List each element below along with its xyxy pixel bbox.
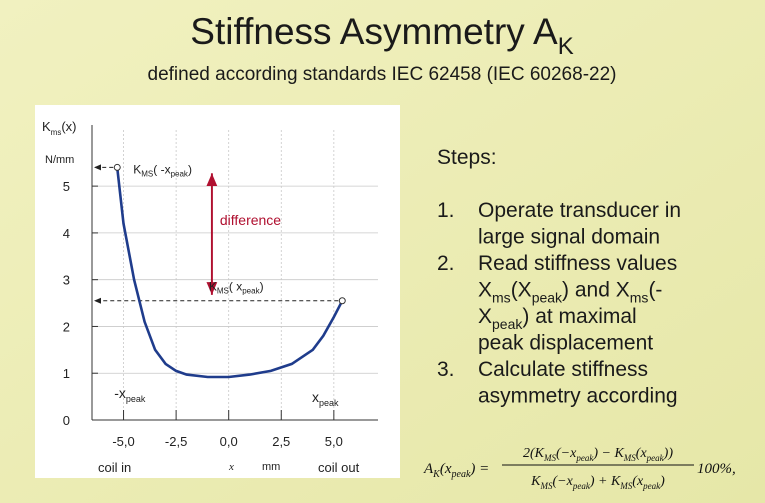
x-tick-label: 0,0 xyxy=(220,434,238,449)
y-tick-label: 2 xyxy=(63,319,70,334)
step-text: asymmetry according xyxy=(478,385,678,408)
formula-suffix: 100%, xyxy=(697,461,736,477)
formula-denominator: KMS(−xpeak) + KMS(xpeak) xyxy=(530,474,665,491)
subscript: peak xyxy=(319,398,339,408)
subscript: peak xyxy=(642,481,661,491)
subscript: MS xyxy=(619,481,632,491)
text-part: ) at maximal xyxy=(522,305,636,328)
text-part: K xyxy=(209,280,217,294)
subscript: peak xyxy=(126,394,146,404)
text-part: ) + K xyxy=(589,474,621,489)
text-part: x xyxy=(312,389,319,405)
subtitle: defined according standards IEC 62458 (I… xyxy=(148,64,617,85)
x-tick-label: 5,0 xyxy=(325,434,343,449)
annotation: KMS( -xpeak) xyxy=(133,162,192,178)
annotation: -xpeak xyxy=(114,385,146,404)
subscript: peak xyxy=(242,287,260,296)
y-tick-label: 1 xyxy=(63,366,70,381)
subscript: MS xyxy=(540,481,553,491)
formula-lhs: AK(xpeak) = xyxy=(423,461,489,480)
subscript: K xyxy=(432,469,441,480)
annotation: xpeak xyxy=(312,389,339,408)
step-text: Operate transducer in xyxy=(478,199,681,222)
peak-point xyxy=(113,163,121,171)
text-part: ) xyxy=(260,280,264,294)
subscript: peak xyxy=(575,453,594,463)
x-axis-label: x xyxy=(228,461,234,473)
text-part: K xyxy=(530,474,541,489)
step-number: 3. xyxy=(437,358,455,381)
text-part: (- xyxy=(648,279,662,302)
annotation: difference xyxy=(220,212,281,228)
x-tick-label: -2,5 xyxy=(165,434,187,449)
step-text: Calculate stiffness xyxy=(478,358,648,381)
step-number: 1. xyxy=(437,199,455,222)
y-tick-label: 0 xyxy=(63,413,70,428)
step-text: Xpeak) at maximal xyxy=(478,305,637,332)
steps-heading: Steps: xyxy=(437,146,497,169)
annotation: KMS( xpeak) xyxy=(209,280,264,296)
text-part: ) xyxy=(659,474,665,489)
text-part: A xyxy=(423,461,434,477)
step-text: Read stiffness values xyxy=(478,252,677,275)
subscript: peak xyxy=(646,453,665,463)
curve xyxy=(115,167,344,379)
y-tick-label: 3 xyxy=(63,273,70,288)
y-axis-label: Kms(x) xyxy=(42,119,77,137)
subscript: peak xyxy=(492,316,523,332)
subscript: ms xyxy=(630,290,649,306)
text-part: (x xyxy=(440,461,452,477)
text-part: ( -x xyxy=(153,162,170,176)
step-number: 2. xyxy=(437,252,455,275)
x-tick-label: -5,0 xyxy=(112,434,134,449)
formula-numerator: 2(KMS(−xpeak) − KMS(xpeak)) xyxy=(523,446,673,463)
text-part: ) − K xyxy=(592,446,624,461)
x-axis-unit: mm xyxy=(262,461,280,473)
text-part: ) xyxy=(188,162,192,176)
text-part: ) = xyxy=(469,461,489,477)
subscript: peak xyxy=(451,469,471,480)
subscript: peak xyxy=(532,290,563,306)
title: Stiffness Asymmetry AK xyxy=(190,11,573,60)
text-part: X xyxy=(478,279,492,302)
subscript: MS xyxy=(623,453,636,463)
y-tick-label: 5 xyxy=(63,179,70,194)
text-part: K xyxy=(133,162,141,176)
text-part: ) and X xyxy=(562,279,630,302)
subscript: K xyxy=(558,33,574,60)
x-left-label: coil in xyxy=(98,460,131,475)
subscript: ms xyxy=(492,290,511,306)
text-part: (−x xyxy=(556,446,577,461)
subscript: MS xyxy=(217,287,229,296)
peak-point xyxy=(338,297,346,305)
text-part: (x xyxy=(636,446,648,461)
step-text: Xms(Xpeak) and Xms(- xyxy=(478,279,662,306)
subscript: ms xyxy=(51,128,62,137)
subscript: MS xyxy=(543,453,556,463)
x-tick-label: 2,5 xyxy=(272,434,290,449)
text-part: )) xyxy=(663,446,674,461)
subscript: peak xyxy=(572,481,591,491)
text-part: (x xyxy=(632,474,644,489)
y-tick-label: 4 xyxy=(63,226,70,241)
text-part: ( x xyxy=(229,280,242,294)
subscript: MS xyxy=(141,169,153,178)
text-part: (x) xyxy=(61,119,76,134)
text-part: (−x xyxy=(553,474,574,489)
subscript: peak xyxy=(171,169,189,178)
text-part: 2(K xyxy=(523,446,545,461)
text-part: Stiffness Asymmetry A xyxy=(190,11,558,52)
step-text: peak displacement xyxy=(478,332,653,355)
text-part: X xyxy=(478,305,492,328)
text-part: -x xyxy=(114,385,126,401)
step-text: large signal domain xyxy=(478,226,660,249)
text-part: (X xyxy=(511,279,532,302)
y-axis-unit: N/mm xyxy=(45,154,74,166)
text-part: K xyxy=(42,119,51,134)
x-right-label: coil out xyxy=(318,460,360,475)
